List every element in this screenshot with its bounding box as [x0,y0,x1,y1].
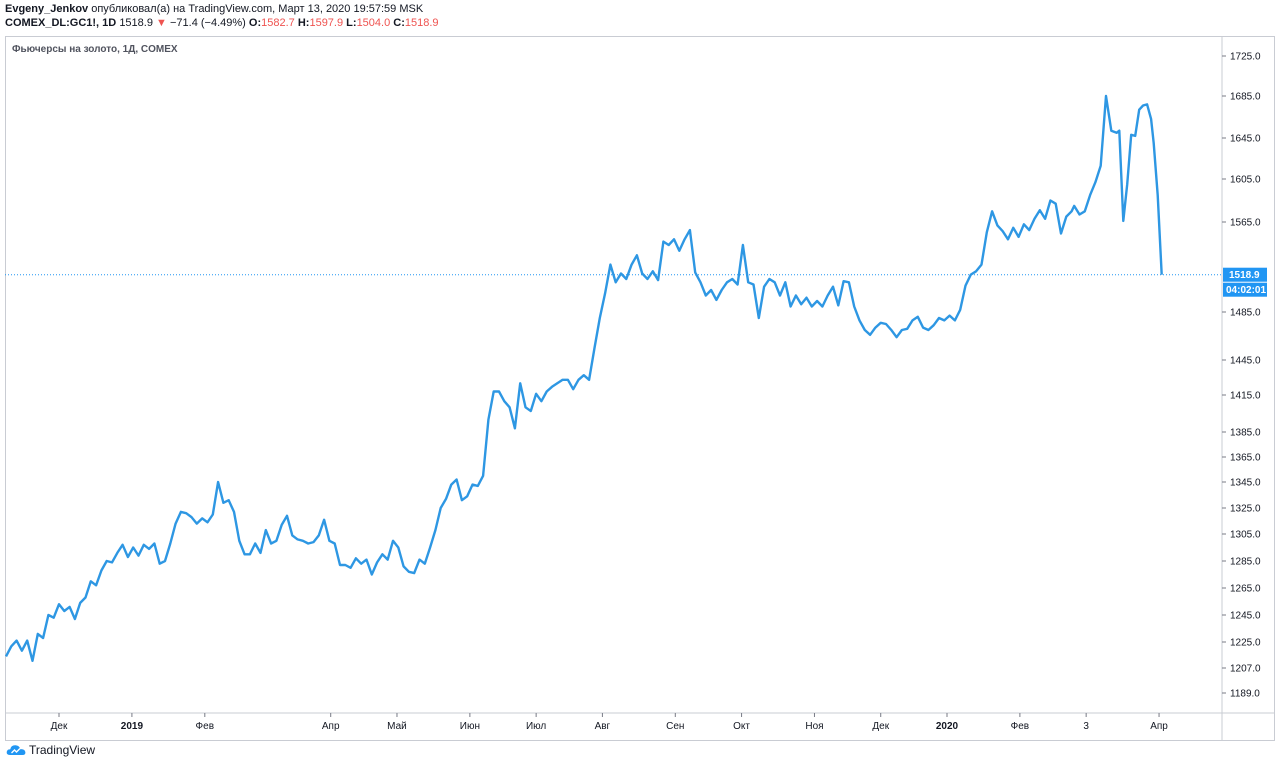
y-tick-label: 1565.0 [1230,218,1261,229]
x-tick-label: Дек [872,721,889,732]
close-label: C: [393,17,405,29]
down-arrow-icon: ▼ [156,17,167,29]
open-label: O: [248,17,262,29]
footer-brand-label: TradingView [29,743,96,757]
plot-area [4,94,1222,662]
x-tick-label: Авг [595,721,611,732]
y-tick-label: 1605.0 [1230,175,1261,186]
chart-header: Evgeny_Jenkov опубликовал(а) на TradingV… [5,2,439,30]
publish-info: опубликовал(а) на TradingView.com, Март … [91,3,424,15]
x-tick-label: 3 [1083,721,1089,732]
price-series-line [4,94,1163,662]
ohlc-line: COMEX_DL:GC1!, 1D 1518.9 ▼ −71.4 (−4.49%… [5,16,439,30]
x-tick-label: Сен [666,721,684,732]
low-label: L: [346,17,357,29]
time-axis[interactable]: Дек 2019 Фев Апр Май Июн Июл Авг Сен Окт Ноя Дек 202… [5,712,1275,732]
x-tick-label: Июн [460,721,480,732]
high-label: H: [297,17,310,29]
y-tick-label: 1265.0 [1230,584,1261,595]
author-name[interactable]: Evgeny_Jenkov [5,3,89,15]
publish-line: Evgeny_Jenkov опубликовал(а) на TradingV… [5,2,439,16]
y-tick-label: 1365.0 [1230,453,1261,464]
countdown-label: 04:02:01 [1226,285,1266,296]
y-tick-label: 1725.0 [1230,52,1261,63]
y-tick-label: 1325.0 [1230,504,1261,515]
last-price-badge-label: 1518.9 [1229,270,1260,281]
y-tick-label: 1445.0 [1230,356,1261,367]
x-tick-label: 2020 [936,721,959,732]
chart-frame [5,36,1275,741]
countdown-badge [1223,282,1267,297]
tradingview-cloud-icon [6,745,26,755]
y-tick-label: 1285.0 [1230,557,1261,568]
symbol-label: COMEX_DL:GC1!, 1D [5,17,117,29]
y-tick-label: 1345.0 [1230,478,1261,489]
x-tick-label: Фев [1011,721,1029,732]
y-tick-label: 1207.0 [1230,664,1261,675]
close-value: 1518.9 [404,17,439,29]
x-tick-label: Апр [322,721,340,732]
last-price-badge [1223,267,1267,282]
y-tick-label: 1485.0 [1230,308,1261,319]
low-value: 1504.0 [356,17,391,29]
price-axis[interactable]: 1189.0 1207.0 1225.0 1245.0 1265.0 1285.0 1305… [1221,36,1267,741]
x-tick-label: Дек [51,721,68,732]
x-tick-label: Окт [733,721,750,732]
last-price: 1518.9 [119,17,153,29]
y-tick-label: 1245.0 [1230,611,1261,622]
x-tick-label: Май [387,721,407,732]
chart-title: Фьючерсы на золото, 1Д, COMEX [12,44,178,55]
open-value: 1582.7 [261,17,295,29]
y-tick-label: 1305.0 [1230,530,1261,541]
x-tick-label: Июл [526,721,546,732]
x-tick-label: 2019 [121,721,144,732]
x-tick-label: Апр [1150,721,1168,732]
y-tick-label: 1225.0 [1230,638,1261,649]
y-tick-label: 1385.0 [1230,428,1261,439]
y-tick-label: 1685.0 [1230,92,1261,103]
price-change: −71.4 (−4.49%) [169,17,246,29]
high-value: 1597.9 [309,17,344,29]
y-tick-label: 1189.0 [1230,689,1260,700]
x-tick-label: Ноя [805,721,823,732]
y-tick-label: 1645.0 [1230,134,1261,145]
footer-brand[interactable]: TradingView [6,743,95,757]
x-tick-label: Фев [196,721,214,732]
y-tick-label: 1415.0 [1230,391,1261,402]
